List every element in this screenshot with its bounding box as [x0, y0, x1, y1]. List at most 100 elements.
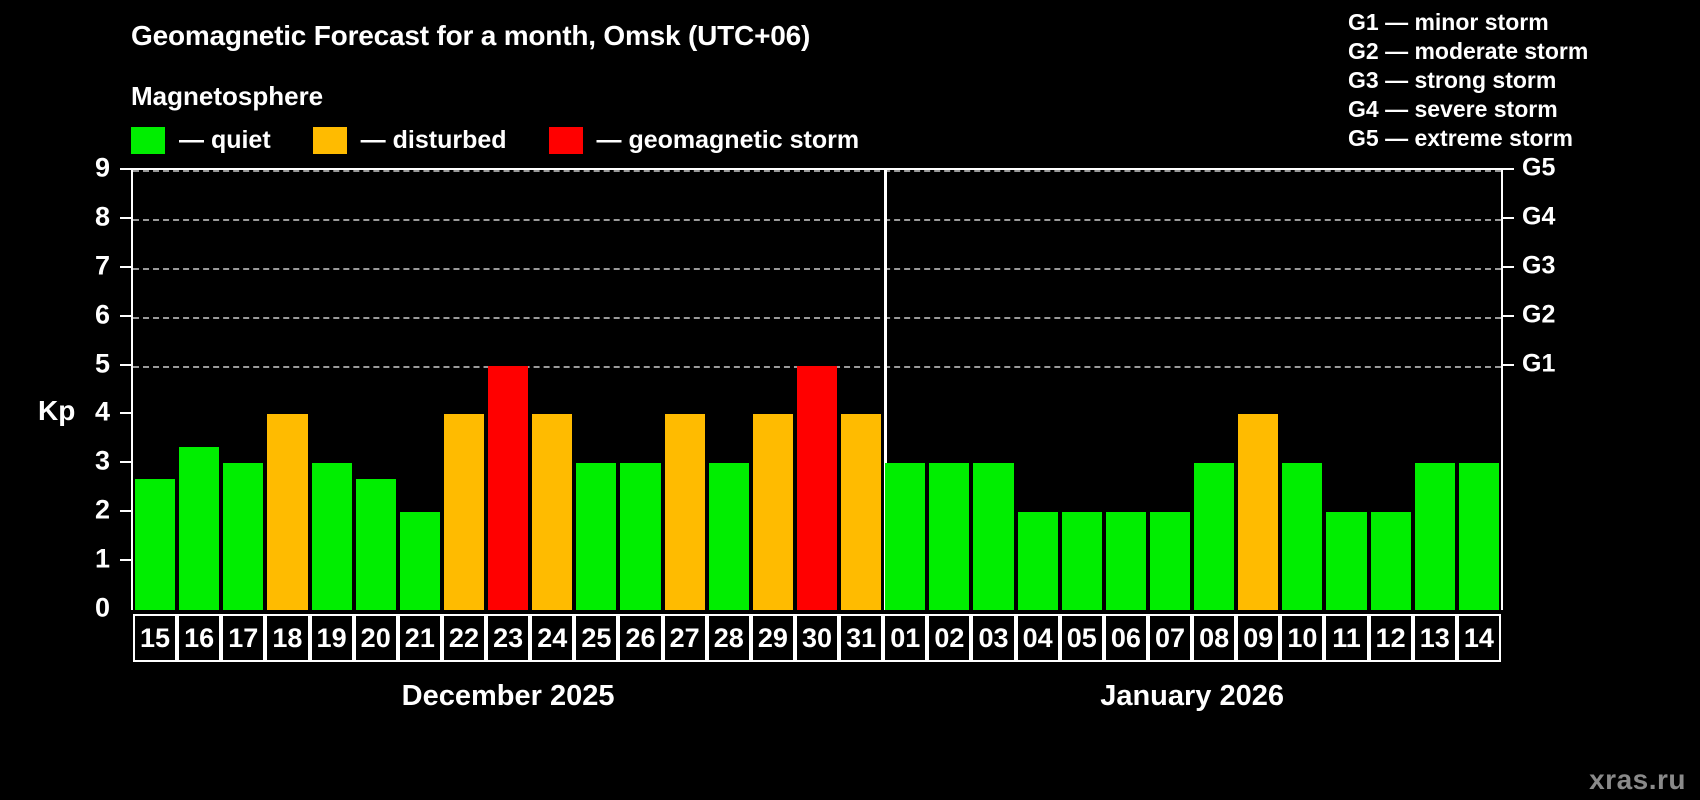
y-tick-right-G3: [1503, 265, 1514, 268]
g-axis-tick-label-G1: G1: [1522, 349, 1556, 378]
watermark: xras.ru: [1589, 764, 1686, 795]
day-label-17[interactable]: 17: [221, 614, 266, 662]
legend-entry-disturbed: — disturbed: [312, 126, 507, 155]
legend-label-disturbed: — disturbed: [360, 126, 507, 154]
day-label-18[interactable]: 18: [265, 614, 310, 662]
bar-day-18[interactable]: [267, 414, 308, 610]
bar-day-27[interactable]: [664, 414, 705, 610]
y-axis-tick-label-9: 9: [94, 152, 110, 183]
bar-day-06[interactable]: [1105, 512, 1146, 610]
g-scale-row-1: G1 — minor storm: [1348, 9, 1549, 35]
bar-day-30[interactable]: [796, 365, 838, 610]
y-axis-tick-label-2: 2: [94, 494, 110, 525]
day-label-25[interactable]: 25: [574, 614, 619, 662]
day-label-06[interactable]: 06: [1103, 614, 1148, 662]
day-label-28[interactable]: 28: [706, 614, 751, 662]
legend-label-quiet: — quiet: [179, 126, 271, 154]
bar-day-10[interactable]: [1282, 463, 1323, 610]
day-label-12[interactable]: 12: [1368, 614, 1413, 662]
bar-day-29[interactable]: [752, 414, 793, 610]
day-label-03[interactable]: 03: [971, 614, 1016, 662]
bar-day-19[interactable]: [311, 463, 352, 610]
bar-day-31[interactable]: [841, 414, 882, 610]
bar-day-13[interactable]: [1414, 463, 1455, 610]
bar-day-24[interactable]: [532, 414, 573, 610]
day-label-10[interactable]: 10: [1280, 614, 1325, 662]
day-label-14[interactable]: 14: [1456, 614, 1501, 662]
day-label-30[interactable]: 30: [794, 614, 840, 662]
y-tick-left-1: [120, 559, 131, 562]
day-label-31[interactable]: 31: [839, 614, 884, 662]
legend-entry-quiet: — quiet: [131, 126, 271, 155]
day-label-09[interactable]: 09: [1236, 614, 1281, 662]
bar-day-23[interactable]: [488, 365, 529, 610]
bar-day-11[interactable]: [1326, 512, 1367, 610]
y-tick-left-7: [120, 265, 131, 268]
bar-day-05[interactable]: [1061, 512, 1102, 610]
day-label-01[interactable]: 01: [883, 614, 928, 662]
g-scale-row-2: G2 — moderate storm: [1348, 38, 1589, 64]
bar-day-14[interactable]: [1458, 463, 1499, 610]
y-axis-tick-label-1: 1: [94, 543, 110, 574]
y-axis-tick-label-3: 3: [94, 445, 110, 476]
bar-day-03[interactable]: [973, 463, 1014, 610]
g-axis-tick-label-G2: G2: [1522, 300, 1556, 329]
day-label-16[interactable]: 16: [177, 614, 222, 662]
bar-day-15[interactable]: [135, 479, 176, 610]
day-label-15[interactable]: 15: [133, 614, 178, 662]
day-label-27[interactable]: 27: [662, 614, 707, 662]
g-scale-row-4: G4 — severe storm: [1348, 96, 1558, 122]
gridline-kp-8: [133, 218, 1501, 221]
bar-day-25[interactable]: [576, 463, 617, 610]
day-label-07[interactable]: 07: [1147, 614, 1193, 662]
bar-day-26[interactable]: [620, 463, 661, 610]
bar-day-22[interactable]: [443, 414, 485, 610]
y-axis-tick-label-5: 5: [94, 348, 110, 379]
y-tick-right-G4: [1503, 216, 1514, 219]
y-axis-tick-label-8: 8: [94, 201, 110, 232]
g-scale-row-3: G3 — strong storm: [1348, 67, 1557, 93]
y-tick-left-8: [120, 216, 131, 219]
y-axis-tick-label-7: 7: [94, 250, 110, 281]
y-tick-right-G1: [1503, 363, 1514, 366]
bar-day-02[interactable]: [929, 463, 970, 610]
day-label-29[interactable]: 29: [750, 614, 795, 662]
bar-day-17[interactable]: [223, 463, 264, 610]
bar-day-21[interactable]: [399, 512, 440, 610]
day-label-22[interactable]: 22: [441, 614, 487, 662]
bar-day-01[interactable]: [885, 463, 926, 610]
legend-entry-storm: — geomagnetic storm: [548, 126, 860, 155]
y-tick-left-3: [120, 461, 131, 464]
day-label-04[interactable]: 04: [1015, 614, 1060, 662]
legend-swatch-storm: [548, 127, 583, 154]
bar-day-12[interactable]: [1370, 512, 1411, 610]
y-tick-left-4: [120, 412, 131, 415]
day-label-26[interactable]: 26: [618, 614, 663, 662]
day-label-11[interactable]: 11: [1324, 614, 1369, 662]
bar-day-04[interactable]: [1017, 512, 1058, 610]
day-label-row: 15 16 17 18 19 20 21 22 23 24 25 26 27 28 29 30 31 01 02 03…: [131, 614, 1503, 662]
day-label-24[interactable]: 24: [530, 614, 575, 662]
day-label-08[interactable]: 08: [1192, 614, 1237, 662]
day-label-23[interactable]: 23: [486, 614, 531, 662]
day-label-02[interactable]: 02: [927, 614, 972, 662]
gridline-kp-7: [133, 267, 1501, 270]
y-tick-left-9: [120, 168, 131, 170]
day-label-05[interactable]: 05: [1059, 614, 1104, 662]
day-label-19[interactable]: 19: [309, 614, 354, 662]
bar-day-09[interactable]: [1238, 414, 1279, 610]
bar-day-16[interactable]: [179, 447, 220, 610]
bar-day-08[interactable]: [1194, 463, 1235, 610]
g-axis-tick-label-G3: G3: [1522, 251, 1556, 280]
day-label-21[interactable]: 21: [397, 614, 442, 662]
bar-day-20[interactable]: [355, 479, 396, 610]
y-tick-right-G5: [1503, 168, 1514, 170]
y-axis-label: Kp: [38, 395, 76, 426]
day-label-20[interactable]: 20: [353, 614, 398, 662]
y-axis-tick-label-4: 4: [94, 396, 110, 427]
legend-label-storm: — geomagnetic storm: [596, 126, 860, 154]
bar-day-07[interactable]: [1149, 512, 1191, 610]
day-label-13[interactable]: 13: [1412, 614, 1457, 662]
bar-day-28[interactable]: [708, 463, 749, 610]
